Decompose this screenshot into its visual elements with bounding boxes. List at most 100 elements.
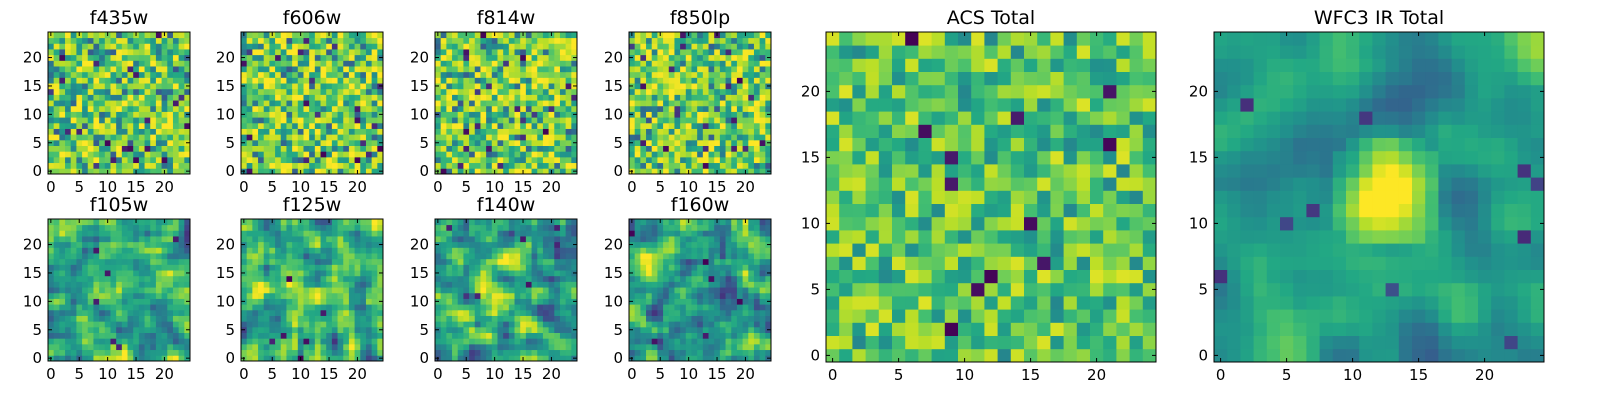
heatmap-cell — [280, 349, 287, 356]
heatmap-cell — [702, 349, 709, 356]
heatmap-cell — [99, 349, 106, 356]
heatmap-cell — [87, 151, 94, 158]
heatmap-cell — [463, 270, 470, 277]
heatmap-cell — [360, 105, 367, 112]
heatmap-cell — [172, 54, 180, 61]
heatmap-cell — [491, 54, 498, 61]
heatmap-cell — [542, 270, 549, 277]
heatmap-cell — [354, 253, 361, 260]
heatmap-cell — [725, 49, 732, 56]
heatmap-cell — [241, 224, 248, 231]
heatmap-cell — [765, 49, 772, 56]
heatmap-cell — [663, 287, 670, 294]
heatmap-cell — [127, 54, 134, 61]
heatmap-cell — [651, 66, 658, 73]
heatmap-cell — [446, 54, 453, 61]
heatmap-cell — [320, 122, 327, 129]
heatmap-cell — [275, 49, 282, 56]
heatmap-cell — [70, 37, 77, 44]
heatmap-cell — [435, 151, 442, 158]
heatmap-cell — [542, 49, 549, 56]
heatmap-cell — [314, 88, 321, 95]
heatmap-cell — [629, 60, 636, 67]
heatmap-cell — [263, 60, 270, 67]
heatmap-cell — [719, 32, 726, 39]
heatmap-cell — [121, 332, 128, 339]
heatmap-cell — [714, 77, 721, 84]
heatmap-cell — [354, 111, 361, 118]
heatmap-cell — [537, 275, 544, 282]
heatmap-cell — [629, 43, 636, 50]
heatmap-cell — [674, 343, 681, 351]
heatmap-cell — [548, 105, 555, 112]
heatmap-cell — [161, 236, 168, 243]
heatmap-cell — [70, 71, 77, 78]
heatmap-cell — [246, 236, 253, 243]
heatmap-cell — [263, 156, 270, 164]
heatmap-cell — [714, 94, 721, 101]
heatmap-cell — [651, 281, 658, 288]
heatmap-cell — [104, 37, 111, 44]
heatmap-cell — [343, 49, 350, 56]
heatmap-cell — [480, 241, 487, 248]
heatmap-cell — [565, 275, 572, 282]
heatmap-cell — [133, 258, 140, 265]
heatmap-cell — [503, 145, 510, 152]
heatmap-cell — [725, 281, 732, 288]
heatmap-cell — [178, 224, 185, 231]
heatmap-cell — [53, 241, 60, 248]
heatmap-cell — [440, 230, 447, 237]
heatmap-cell — [65, 156, 72, 164]
heatmap-cell — [520, 111, 527, 118]
heatmap-cell — [99, 145, 106, 152]
heatmap-cell — [753, 287, 761, 294]
heatmap-cell — [629, 77, 636, 84]
heatmap-cell — [104, 253, 111, 260]
heatmap-cell — [702, 100, 709, 107]
heatmap-cell — [680, 83, 687, 90]
heatmap-cell — [178, 258, 185, 265]
heatmap-cell — [668, 298, 675, 305]
heatmap-cell — [520, 151, 527, 158]
heatmap-cell — [474, 105, 481, 112]
heatmap-cell — [241, 37, 248, 44]
heatmap-cell — [674, 338, 681, 345]
heatmap-cell — [514, 43, 521, 50]
heatmap-cell — [354, 122, 361, 129]
heatmap-cell — [275, 241, 282, 248]
heatmap-cell — [525, 247, 532, 254]
heatmap-cell — [365, 315, 373, 322]
heatmap-cell — [269, 281, 276, 288]
heatmap-cell — [571, 88, 578, 95]
heatmap-cell — [172, 151, 180, 158]
heatmap-cell — [252, 105, 259, 112]
heatmap-cell — [497, 275, 504, 282]
heatmap-cell — [144, 321, 151, 328]
heatmap-cell — [331, 54, 338, 61]
heatmap-cell — [292, 275, 299, 282]
heatmap-cell — [360, 122, 367, 129]
heatmap-cell — [440, 111, 447, 118]
heatmap-cell — [104, 117, 111, 124]
heatmap-cell — [292, 332, 299, 339]
heatmap-cell — [748, 326, 755, 333]
heatmap-cell — [104, 66, 111, 73]
heatmap-cell — [93, 349, 100, 356]
heatmap-cell — [144, 264, 151, 271]
heatmap-cell — [697, 77, 704, 84]
heatmap-cell — [371, 230, 378, 237]
heatmap-cell — [297, 275, 304, 282]
heatmap-cell — [537, 315, 544, 322]
heatmap-cell — [121, 224, 128, 231]
heatmap-cell — [292, 117, 299, 124]
heatmap-cell — [53, 292, 60, 299]
heatmap-cell — [365, 247, 373, 254]
heatmap-cell — [469, 315, 476, 322]
heatmap-cell — [354, 49, 361, 56]
heatmap-cell — [76, 332, 83, 339]
heatmap-cell — [508, 338, 515, 345]
heatmap-cell — [314, 43, 321, 50]
heatmap-cell — [714, 128, 721, 135]
heatmap-cell — [138, 43, 145, 50]
heatmap-cell — [275, 83, 282, 90]
